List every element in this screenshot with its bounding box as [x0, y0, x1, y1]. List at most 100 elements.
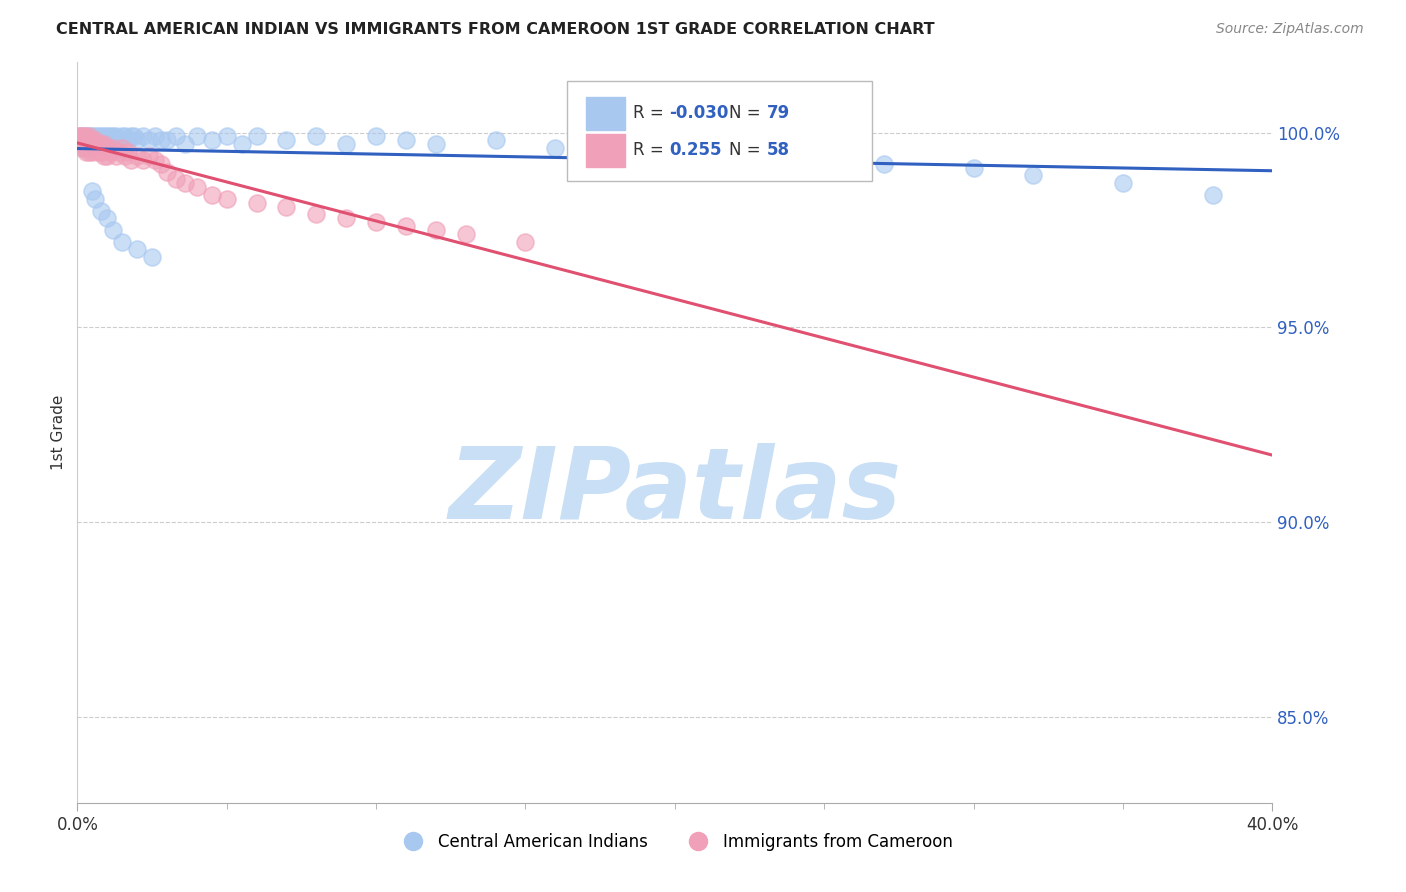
Point — [963, 161, 986, 175]
Point — [395, 133, 418, 147]
Point — [96, 129, 118, 144]
Point — [132, 153, 155, 167]
Point — [276, 133, 298, 147]
Point — [127, 133, 149, 147]
Point — [156, 164, 179, 178]
Text: R =: R = — [633, 141, 669, 159]
Point — [515, 235, 537, 249]
Point — [1022, 169, 1045, 183]
Point — [366, 129, 388, 144]
Point — [103, 223, 124, 237]
Point — [79, 129, 101, 144]
Point — [75, 141, 97, 155]
Point — [120, 153, 142, 167]
Point — [335, 137, 357, 152]
Point — [335, 211, 357, 226]
Point — [132, 129, 155, 144]
Point — [93, 149, 115, 163]
Point — [84, 192, 107, 206]
Point — [82, 137, 104, 152]
Point — [69, 129, 91, 144]
Point — [72, 133, 94, 147]
Point — [108, 145, 131, 159]
Point — [75, 133, 97, 147]
Point — [79, 137, 101, 152]
Text: CENTRAL AMERICAN INDIAN VS IMMIGRANTS FROM CAMEROON 1ST GRADE CORRELATION CHART: CENTRAL AMERICAN INDIAN VS IMMIGRANTS FR… — [56, 22, 935, 37]
Point — [98, 133, 121, 147]
Point — [108, 133, 131, 147]
Point — [605, 137, 627, 152]
Point — [143, 153, 166, 167]
Point — [276, 200, 298, 214]
Point — [96, 149, 118, 163]
Point — [79, 129, 101, 144]
Point — [84, 141, 107, 155]
Point — [111, 235, 134, 249]
Point — [75, 145, 97, 159]
Point — [103, 129, 124, 144]
Point — [82, 137, 104, 152]
Point — [117, 133, 139, 147]
Point — [150, 133, 173, 147]
Text: 0.255: 0.255 — [669, 141, 721, 159]
Point — [215, 192, 238, 206]
Point — [69, 137, 91, 152]
FancyBboxPatch shape — [586, 97, 624, 130]
Point — [84, 133, 107, 147]
Point — [165, 129, 187, 144]
Point — [103, 141, 124, 155]
Point — [82, 145, 104, 159]
Point — [201, 188, 224, 202]
Point — [93, 129, 115, 144]
Point — [87, 133, 110, 147]
FancyBboxPatch shape — [586, 135, 624, 167]
Point — [75, 137, 97, 152]
Point — [114, 129, 136, 144]
Point — [82, 184, 104, 198]
Point — [82, 133, 104, 147]
Point — [96, 133, 118, 147]
Point — [90, 137, 112, 152]
Point — [138, 149, 160, 163]
Point — [105, 149, 128, 163]
Point — [98, 129, 121, 144]
Text: 79: 79 — [766, 103, 790, 122]
Point — [79, 137, 101, 152]
Point — [215, 129, 238, 144]
Point — [72, 129, 94, 144]
Point — [69, 133, 91, 147]
Point — [79, 145, 101, 159]
Point — [156, 133, 179, 147]
Point — [120, 129, 142, 144]
Point — [69, 133, 91, 147]
Point — [84, 137, 107, 152]
Point — [82, 129, 104, 144]
Point — [75, 133, 97, 147]
Point — [138, 133, 160, 147]
Point — [72, 137, 94, 152]
Point — [87, 137, 110, 152]
Point — [246, 195, 269, 210]
FancyBboxPatch shape — [568, 81, 872, 181]
Point — [75, 137, 97, 152]
Point — [246, 129, 269, 144]
Point — [72, 141, 94, 155]
Point — [186, 129, 208, 144]
Point — [454, 227, 477, 241]
Point — [75, 129, 97, 144]
Point — [69, 129, 91, 144]
Point — [96, 211, 118, 226]
Point — [90, 203, 112, 218]
Point — [186, 180, 208, 194]
Point — [79, 141, 101, 155]
Point — [143, 129, 166, 144]
Point — [72, 137, 94, 152]
Point — [72, 133, 94, 147]
Point — [111, 141, 134, 155]
Point — [485, 133, 508, 147]
Point — [395, 219, 418, 233]
Point — [72, 141, 94, 155]
Point — [93, 133, 115, 147]
Point — [69, 137, 91, 152]
Point — [122, 129, 145, 144]
